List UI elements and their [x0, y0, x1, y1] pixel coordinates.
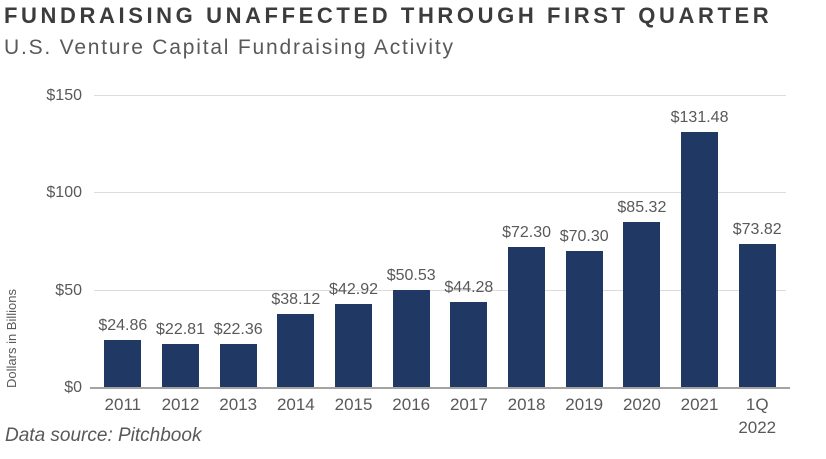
bar-slot: $50.53	[382, 96, 440, 388]
bar-2013	[219, 344, 257, 388]
bar-2014	[277, 313, 315, 388]
bar-2020	[623, 221, 661, 388]
bar-value-label: $22.36	[213, 321, 263, 339]
x-tick-label: 2014	[276, 395, 315, 414]
y-tick-label: $0	[64, 379, 82, 396]
y-tick-label: $150	[46, 87, 82, 104]
bar-value-label: $42.92	[329, 281, 378, 299]
bar-value-label: $70.30	[559, 228, 609, 246]
bar-slot: $72.30	[498, 96, 556, 388]
bar-2018	[508, 247, 546, 388]
bar-2012	[162, 343, 199, 388]
bar-1q-2022	[738, 244, 776, 388]
bar-value-label: $22.81	[156, 320, 205, 338]
bar-value-label: $72.30	[502, 224, 551, 242]
y-tick-label: $50	[55, 281, 82, 299]
gridline	[94, 289, 786, 291]
bar-2019	[565, 251, 603, 388]
x-tick-label: 1Q 2022	[738, 395, 777, 437]
bar-2017	[450, 301, 488, 388]
bar-value-label: $85.32	[617, 198, 667, 216]
bar-2021	[681, 132, 719, 388]
x-tick-label: 2015	[334, 395, 373, 414]
bar-value-label: $44.28	[444, 278, 494, 296]
x-tick-label: 2011	[104, 395, 142, 414]
x-axis-line	[90, 387, 790, 389]
bar-slot: $44.28	[440, 96, 498, 388]
x-tick-label: 2012	[161, 395, 200, 414]
bar-slot: $22.81	[152, 96, 210, 388]
bar-2015	[335, 304, 373, 388]
bar-value-label: $50.53	[386, 266, 436, 284]
chart-subtitle: U.S. Venture Capital Fundraising Activit…	[4, 36, 455, 59]
bar-slot: $22.36	[209, 96, 267, 388]
x-tick-label: 2017	[449, 395, 488, 414]
bar-slot: $73.82	[728, 96, 786, 388]
data-source-note: Data source: Pitchbook	[5, 425, 202, 446]
y-tick-label: $100	[46, 184, 82, 202]
bar-slot: $42.92	[325, 96, 383, 388]
gridline	[94, 95, 786, 96]
chart-title: FUNDRAISING UNAFFECTED THROUGH FIRST QUA…	[4, 3, 773, 28]
bar-value-label: $24.86	[98, 316, 148, 334]
gridline	[94, 192, 786, 194]
bar-slot: $24.86	[94, 96, 152, 388]
y-axis-ticks: $0 $50 $100 $150	[0, 87, 82, 396]
x-tick-label: 2016	[392, 395, 431, 414]
bar-slot: $70.30	[555, 96, 613, 388]
x-tick-label: 2013	[219, 395, 258, 414]
bar-2011	[104, 339, 142, 388]
bar-slot: $38.12	[267, 96, 325, 388]
x-tick-label: 2021	[680, 395, 719, 414]
x-axis-ticks: 2011 2012 2013 2014 2015 2016 2017 2018 2019 2020…	[94, 394, 786, 440]
bar-slot: $131.48	[670, 96, 729, 388]
x-tick-label: 2019	[565, 395, 604, 414]
plot-area: $24.86 $22.81 $22.36 $38.12 $42.92 $50.53 $44.…	[90, 95, 790, 389]
bar-value-label: $38.12	[271, 290, 321, 308]
bar-2016	[392, 289, 430, 388]
bar-slot: $85.32	[613, 96, 671, 388]
bars-layer: $24.86 $22.81 $22.36 $38.12 $42.92 $50.53 $44.…	[94, 96, 786, 388]
x-tick-label: 2018	[507, 395, 546, 414]
bar-value-label: $73.82	[732, 221, 782, 239]
bar-value-label: $131.48	[670, 109, 729, 127]
x-tick-label: 2020	[622, 395, 661, 414]
